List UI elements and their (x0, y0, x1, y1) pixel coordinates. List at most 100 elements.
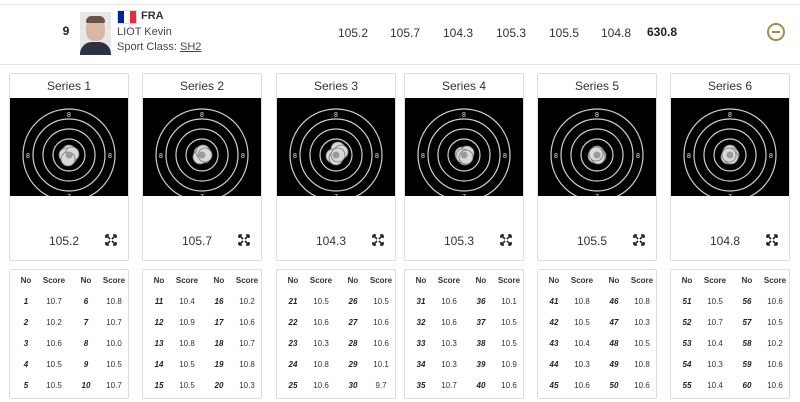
shot-number: 42 (549, 318, 559, 327)
shot-score: 10.8 (106, 297, 122, 306)
table-row: 41 10.8 46 10.8 (538, 297, 656, 311)
shot-number: 43 (549, 339, 559, 348)
shot-score: 10.5 (46, 360, 62, 369)
series-title: Series 1 (46, 79, 92, 93)
shot-score: 10.5 (767, 318, 783, 327)
shot-score: 10.6 (767, 381, 783, 390)
shot-score: 10.6 (373, 339, 389, 348)
svg-text:8: 8 (293, 153, 297, 160)
shot-score: 10.5 (106, 360, 122, 369)
svg-text:8: 8 (200, 112, 204, 119)
column-header: Score (102, 276, 126, 285)
shot-number: 24 (288, 360, 298, 369)
expand-icon[interactable] (104, 234, 118, 248)
shot-score: 10.3 (441, 360, 457, 369)
shot-table-2: No Score No Score 11 10.4 16 10.2 12 10.9 17 10.6 13… (142, 269, 262, 399)
table-row: 2 10.2 7 10.7 (10, 318, 128, 332)
shot-score: 10.5 (501, 318, 517, 327)
shot-score: 10.9 (179, 318, 195, 327)
column-header: Score (42, 276, 66, 285)
shot-score: 10.8 (179, 339, 195, 348)
svg-text:8: 8 (108, 153, 112, 160)
shot-number: 27 (348, 318, 358, 327)
shot-number: 1 (23, 297, 29, 306)
shot-table-3: No Score No Score 21 10.5 26 10.5 22 10.6 27 10.6 23… (276, 269, 396, 399)
shot-score: 10.6 (239, 318, 255, 327)
column-header: No (213, 276, 225, 285)
shot-score: 10.5 (574, 318, 590, 327)
series-card-1: Series 1 8 8 8 7 105.2 (9, 73, 129, 261)
column-header: No (347, 276, 359, 285)
shot-number: 35 (416, 381, 426, 390)
svg-text:8: 8 (503, 153, 507, 160)
series-card-2: Series 2 8 8 8 7 105.7 (142, 73, 262, 261)
shot-number: 31 (416, 297, 426, 306)
expand-icon[interactable] (632, 234, 646, 248)
shot-score: 10.6 (441, 318, 457, 327)
table-row: 53 10.4 58 10.2 (671, 339, 789, 353)
shot-score: 10.3 (441, 339, 457, 348)
svg-text:8: 8 (241, 153, 245, 160)
shot-number: 10 (81, 381, 91, 390)
target-image: 8 8 8 7 (671, 98, 789, 196)
expand-icon[interactable] (499, 234, 513, 248)
shot-number: 6 (83, 297, 89, 306)
column-header: No (153, 276, 165, 285)
shot-score: 10.5 (179, 381, 195, 390)
shot-number: 55 (682, 381, 692, 390)
table-header: No Score No Score (277, 276, 395, 290)
shot-number: 45 (549, 381, 559, 390)
svg-text:7: 7 (728, 194, 732, 196)
athlete-result-row: 9 FRA LIOT Kevin Sport Class: SH2 105.2 … (0, 0, 800, 66)
shot-number: 3 (23, 339, 29, 348)
table-row: 54 10.3 59 10.6 (671, 360, 789, 374)
svg-text:8: 8 (421, 153, 425, 160)
grand-total: 630.8 (646, 25, 678, 39)
shot-number: 25 (288, 381, 298, 390)
shot-score: 10.4 (179, 297, 195, 306)
shot-score: 10.5 (373, 297, 389, 306)
series-score: 104.3 (315, 234, 347, 248)
svg-text:7: 7 (200, 194, 204, 196)
shot-score: 10.9 (501, 360, 517, 369)
column-header: No (80, 276, 92, 285)
table-row: 11 10.4 16 10.2 (143, 297, 261, 311)
shot-number: 47 (609, 318, 619, 327)
shot-score: 10.2 (239, 297, 255, 306)
shot-score: 10.3 (313, 339, 329, 348)
shot-number: 44 (549, 360, 559, 369)
shot-table-5: No Score No Score 41 10.8 46 10.8 42 10.5 47 10.3 43… (537, 269, 657, 399)
athlete-name: LIOT Kevin (117, 26, 172, 38)
table-row: 1 10.7 6 10.8 (10, 297, 128, 311)
series-score: 105.2 (48, 234, 80, 248)
table-row: 3 10.6 8 10.0 (10, 339, 128, 353)
flag-icon (117, 10, 137, 24)
shot-number: 5 (23, 381, 29, 390)
table-row: 44 10.3 49 10.8 (538, 360, 656, 374)
table-header: No Score No Score (671, 276, 789, 290)
sport-class-value[interactable]: SH2 (179, 41, 202, 53)
shot-number: 11 (154, 297, 164, 306)
column-header: No (548, 276, 560, 285)
shot-score: 10.1 (373, 360, 389, 369)
shot-score: 10.0 (106, 339, 122, 348)
expand-icon[interactable] (237, 234, 251, 248)
shot-score: 10.7 (707, 318, 723, 327)
svg-text:8: 8 (687, 153, 691, 160)
collapse-icon[interactable] (767, 23, 785, 41)
shot-score: 10.1 (501, 297, 517, 306)
column-header: No (681, 276, 693, 285)
shot-number: 7 (83, 318, 89, 327)
shot-score: 10.6 (767, 360, 783, 369)
shot-score: 10.8 (239, 360, 255, 369)
target-image: 8 8 8 7 (405, 98, 523, 196)
table-row: 45 10.6 50 10.6 (538, 381, 656, 395)
shot-score: 10.5 (501, 339, 517, 348)
expand-icon[interactable] (765, 234, 779, 248)
shot-number: 48 (609, 339, 619, 348)
table-row: 4 10.5 9 10.5 (10, 360, 128, 374)
table-row: 31 10.6 36 10.1 (405, 297, 523, 311)
table-row: 12 10.9 17 10.6 (143, 318, 261, 332)
series-score: 104.8 (709, 234, 741, 248)
expand-icon[interactable] (371, 234, 385, 248)
